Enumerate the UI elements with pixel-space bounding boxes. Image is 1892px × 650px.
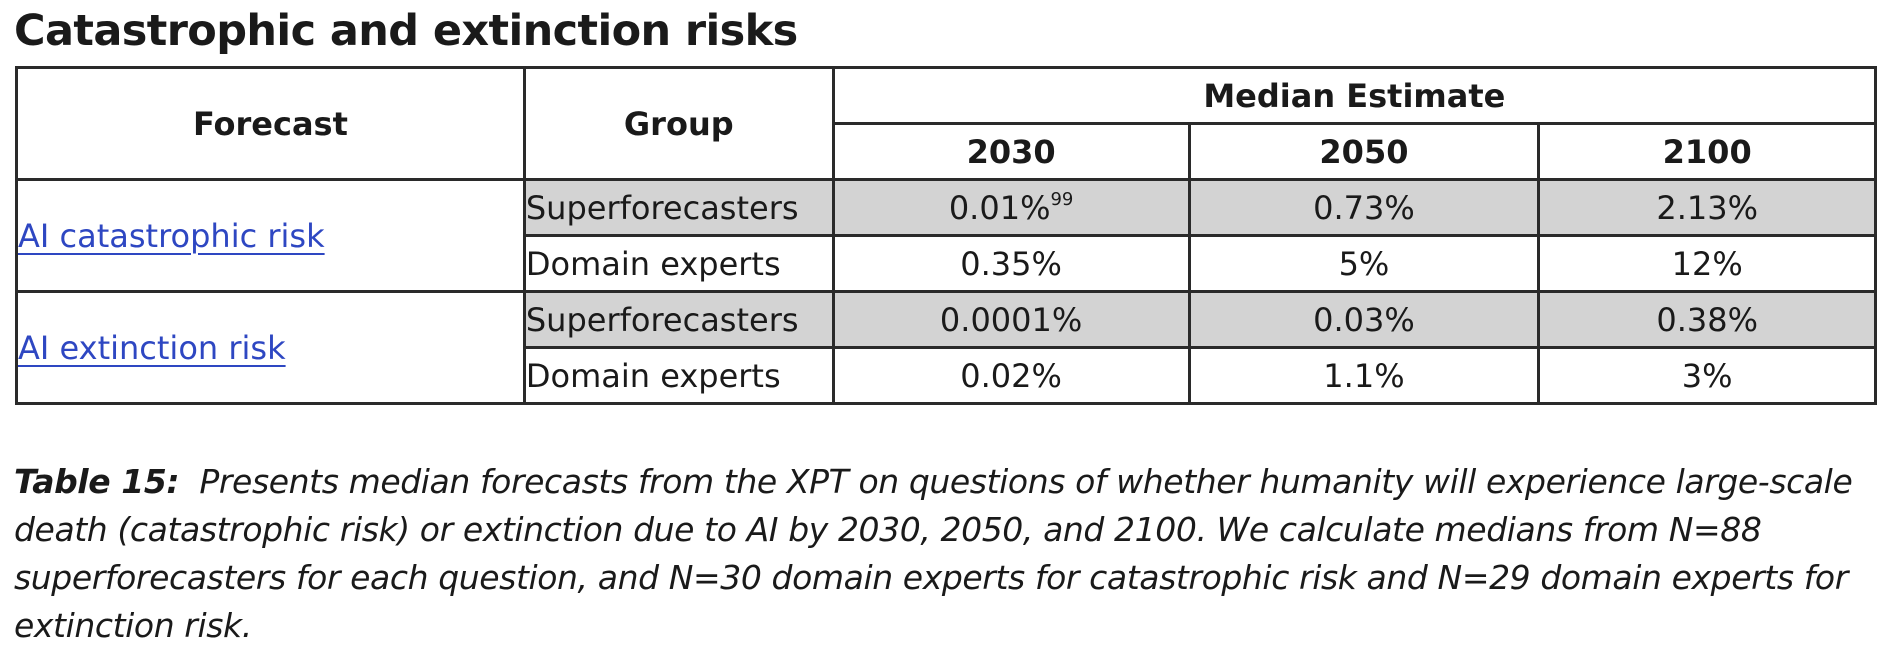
forecast-cell: AI extinction risk bbox=[15, 290, 526, 405]
group-cell: Superforecasters bbox=[522, 178, 835, 237]
table-caption: Table 15: Presents median forecasts from… bbox=[14, 458, 1880, 650]
caption-text: Presents median forecasts from the XPT o… bbox=[14, 462, 1853, 645]
table-row: Domain experts 0.35% 5% 12% bbox=[17, 234, 1877, 293]
forecast-column-header: Forecast bbox=[15, 66, 526, 181]
ai-extinction-risk-link[interactable]: AI extinction risk bbox=[18, 328, 286, 367]
year-header-2050: 2050 bbox=[1187, 122, 1541, 181]
group-cell: Domain experts bbox=[522, 346, 835, 405]
median-estimate-header: Median Estimate bbox=[831, 66, 1878, 125]
caption-label: Table 15: bbox=[14, 462, 180, 501]
risk-table: Forecast Group Median Estimate 2030 2050… bbox=[15, 66, 1878, 405]
group-cell: Domain experts bbox=[522, 234, 835, 293]
value-cell-2030: 0.0001% bbox=[831, 290, 1191, 349]
value-cell-2100: 2.13% bbox=[1537, 178, 1877, 237]
value-cell-2100: 12% bbox=[1537, 234, 1877, 293]
year-header-2100: 2100 bbox=[1537, 122, 1877, 181]
table-row: AI catastrophic risk Superforecasters 0.… bbox=[15, 178, 1877, 293]
ai-catastrophic-risk-link[interactable]: AI catastrophic risk bbox=[18, 216, 325, 255]
header-row-years: 2030 2050 2100 bbox=[17, 122, 1877, 181]
value-cell-2100: 3% bbox=[1537, 346, 1877, 405]
header-row-top: Forecast Group Median Estimate bbox=[15, 66, 1878, 181]
group-cell: Superforecasters bbox=[522, 290, 835, 349]
value-cell-2030: 0.02% bbox=[831, 346, 1191, 405]
value-cell-2050: 0.73% bbox=[1187, 178, 1541, 237]
year-header-2030: 2030 bbox=[831, 122, 1191, 181]
forecast-cell: AI catastrophic risk bbox=[15, 178, 526, 293]
footnote-marker[interactable]: 99 bbox=[1050, 188, 1074, 210]
value-cell-2050: 5% bbox=[1187, 234, 1541, 293]
group-column-header: Group bbox=[522, 66, 835, 181]
value-cell-2050: 0.03% bbox=[1187, 290, 1541, 349]
value-cell-2050: 1.1% bbox=[1187, 346, 1541, 405]
value-cell-2100: 0.38% bbox=[1537, 290, 1877, 349]
value-cell-2030: 0.35% bbox=[831, 234, 1191, 293]
table-row: AI extinction risk Superforecasters 0.00… bbox=[15, 290, 1877, 405]
value-cell-2030: 0.01%99 bbox=[831, 178, 1191, 237]
table-row: Domain experts 0.02% 1.1% 3% bbox=[17, 346, 1877, 405]
value-text: 0.01% bbox=[948, 188, 1051, 227]
section-heading: Catastrophic and extinction risks bbox=[14, 6, 798, 56]
